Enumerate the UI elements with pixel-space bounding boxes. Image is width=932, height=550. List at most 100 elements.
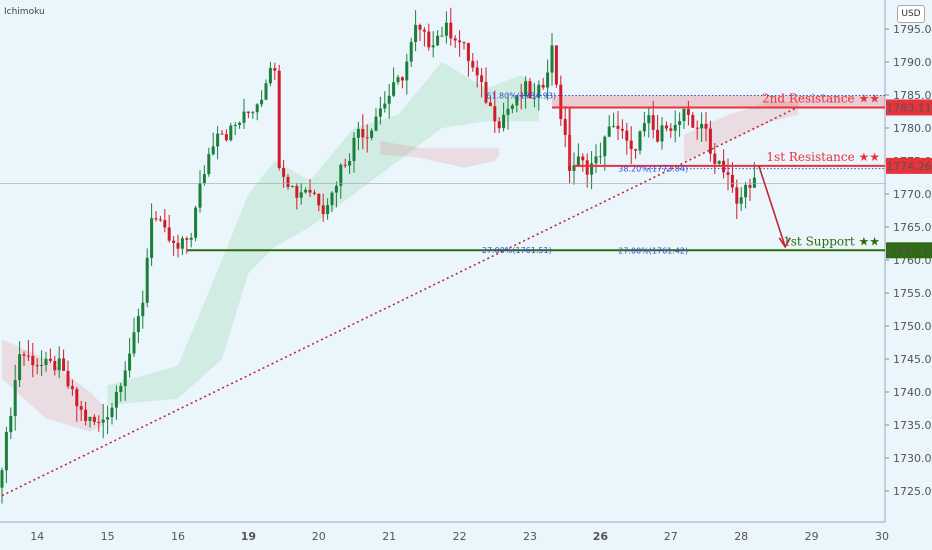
candle-body [62,358,66,371]
candle-body [612,125,616,127]
indicator-label[interactable]: Ichimoku [4,7,45,17]
candle-body [13,380,17,417]
candle-body [92,416,96,422]
candle-body [735,187,739,204]
candle-body [4,432,8,471]
fib-label: 27.00%(1761.42) [618,247,688,256]
candle-body [528,81,532,99]
candle-body [101,419,105,423]
level-name: 1st Support ★★ [783,234,880,248]
candle-body [343,164,347,166]
x-tick-label: 22 [453,530,467,543]
candle-body [576,156,580,166]
candle-body [537,84,541,98]
candle-body [110,407,114,418]
candle-body [255,104,259,113]
fib-label: 61.80%(1784.93) [486,92,556,101]
candle-body [163,220,167,228]
candle-body [598,156,602,158]
candle-body [202,174,206,184]
candle-body [453,38,457,41]
candle-body [506,108,510,115]
candle-body [88,416,92,421]
candle-body [216,133,220,147]
candle-body [466,43,470,61]
arrow-head [778,237,791,249]
candle-body [480,75,484,82]
candle-body [136,316,140,333]
candle-body [348,161,352,166]
candle-body [304,189,308,193]
candle-body [70,386,74,390]
candle-body [436,35,440,46]
currency-button[interactable]: USD [897,5,925,23]
candle-body [400,77,404,81]
candle-body [651,115,655,130]
candle-body [339,164,343,186]
candle-body [290,185,294,187]
price-tag [886,157,932,174]
candle-body [0,470,4,488]
grid [0,0,886,523]
candle-body [172,240,176,243]
candle-body [638,131,642,151]
cloud-bearish [380,141,500,168]
candle-body [541,84,545,88]
candle-body [563,119,567,135]
candle-body [141,302,145,317]
candle-body [370,130,374,138]
x-tick-label: 21 [382,530,396,543]
candle-body [572,165,576,171]
price-tag-label: 1761.47 [886,244,932,257]
candle-body [321,205,325,215]
candle-body [471,60,475,68]
candle-body [334,185,338,193]
candle-body [449,22,453,39]
level-name: 1st Resistance ★★ [766,150,880,164]
candle-body [440,35,444,37]
y-tick-label: 1755.00 [893,287,932,300]
candle-body [295,185,299,198]
candle-body [114,392,118,408]
candle-body [233,125,237,127]
x-tick-label: 14 [30,530,44,543]
candle-body [660,125,664,142]
candle-body [75,389,79,407]
candle-body [664,125,668,129]
candle-body [18,354,22,381]
candle-body [519,95,523,97]
candle-body [620,128,624,131]
candle-body [704,123,708,129]
candle-body [312,192,316,194]
fib-label: 38.20%(1773.84) [618,165,688,174]
candle-body [607,126,611,137]
candle-body [317,193,321,206]
candle-body [475,67,479,76]
candle-body [673,124,677,131]
y-tick-label: 1745.00 [893,353,932,366]
candle-body [352,137,356,162]
candle-body [251,112,255,114]
y-tick-label: 1725.00 [893,485,932,498]
candle-body [581,156,585,161]
resistance-zone [552,95,885,108]
candle-body [625,130,629,141]
annotation-lines: 2nd Resistance ★★ 1st Resistance ★★ 1st Su… [0,91,885,497]
candle-body [642,123,646,132]
cloud-bearish [684,101,799,161]
candle-body [207,154,211,175]
projection-arrow [758,165,786,248]
y-tick-label: 1785.00 [893,89,932,102]
candle-body [260,99,264,105]
x-tick-label: 15 [101,530,115,543]
cloud-bullish [107,62,539,406]
candle-body [84,409,88,421]
candle-body [273,68,277,71]
candle-body [647,115,651,124]
candle-body [220,133,224,135]
candle-body [57,358,61,371]
candle-body [79,406,83,410]
y-tick-label: 1780.00 [893,122,932,135]
